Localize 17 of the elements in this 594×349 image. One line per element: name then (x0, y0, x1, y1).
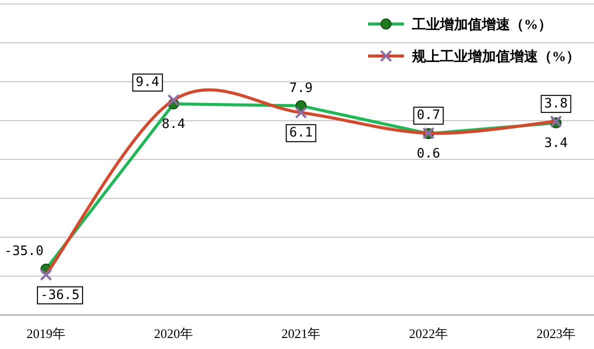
data-label: -36.5 (40, 288, 80, 303)
x-tick-label: 2020年 (154, 326, 193, 341)
data-label: 0.7 (416, 108, 440, 124)
x-tick-label: 2023年 (536, 326, 576, 341)
x-tick-label: 2019年 (26, 326, 66, 341)
data-label: 3.4 (544, 136, 568, 151)
legend-label: 工业增加值增速（%） (411, 17, 552, 33)
x-tick-label: 2021年 (282, 326, 320, 341)
data-label: 0.6 (416, 146, 440, 162)
x-tick-label: 2022年 (409, 326, 448, 341)
data-label: 7.9 (289, 80, 313, 96)
data-label: -35.0 (4, 244, 44, 260)
data-label: 8.4 (162, 116, 186, 132)
data-label: 6.1 (289, 126, 313, 141)
data-label: 9.4 (136, 75, 160, 90)
legend-label: 规上工业增加值增速（%） (411, 49, 580, 65)
data-label: 3.8 (544, 96, 568, 112)
